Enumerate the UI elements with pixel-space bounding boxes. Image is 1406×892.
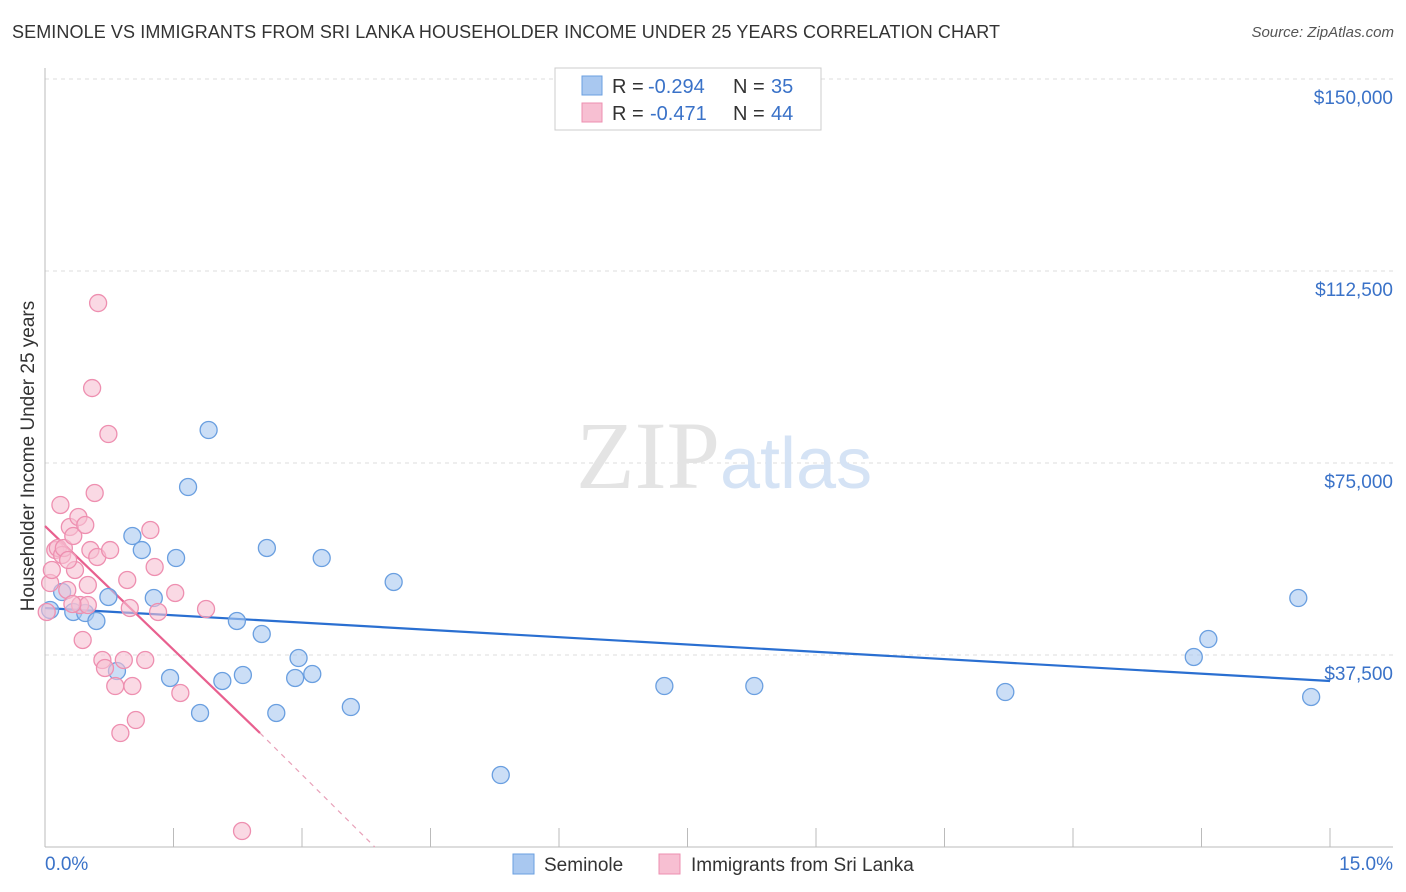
- sri-lanka-point: [141, 520, 160, 540]
- sri-lanka-point: [63, 594, 82, 614]
- chart-title: SEMINOLE VS IMMIGRANTS FROM SRI LANKA HO…: [12, 22, 1001, 42]
- sri-lanka-point: [106, 676, 125, 696]
- seminole-point: [178, 477, 198, 497]
- y-axis-label: Householder Income Under 25 years: [18, 301, 39, 612]
- seminole-point: [289, 648, 308, 668]
- seminole-point: [996, 682, 1015, 702]
- sri-lanka-point: [232, 821, 252, 841]
- sri-lanka-point: [64, 526, 83, 546]
- gridlines: [45, 78, 1393, 656]
- sri-lanka-point: [136, 650, 155, 670]
- seminole-point: [491, 765, 510, 785]
- seminole-point: [227, 611, 247, 631]
- sri-lanka-point: [100, 540, 120, 560]
- watermark-atlas: atlas: [720, 424, 872, 504]
- sri-lanka-point: [120, 598, 139, 618]
- sri-lanka-point: [148, 602, 168, 622]
- seminole-point: [257, 538, 277, 558]
- y-tick-label: $75,000: [1324, 472, 1393, 493]
- seminole-point: [303, 664, 322, 684]
- sri-lanka-point: [145, 557, 164, 577]
- legend-r-label: R =: [612, 76, 644, 98]
- x-tick-label-max: 15.0%: [1339, 854, 1393, 875]
- legend-r-value: -0.294: [648, 76, 705, 98]
- bottom-legend-swatch-seminole: [512, 853, 535, 875]
- seminole-point: [384, 572, 403, 592]
- seminole-point: [132, 540, 151, 560]
- watermark-zip: ZIP: [576, 402, 720, 509]
- trend-lines: [44, 525, 1331, 848]
- sri-lanka-point: [85, 483, 104, 503]
- seminole-point: [745, 676, 764, 696]
- legend-r-value: -0.471: [650, 103, 707, 125]
- seminole-point: [123, 526, 142, 546]
- sri-lanka-point: [58, 550, 78, 570]
- seminole-point: [1199, 629, 1218, 649]
- sri-lanka-point: [111, 723, 130, 743]
- bottom-legend: Seminole Immigrants from Sri Lanka: [512, 853, 914, 876]
- seminole-point: [1289, 588, 1308, 608]
- seminole-point: [1302, 687, 1321, 707]
- points: [37, 293, 1321, 841]
- axes: [44, 68, 1393, 848]
- sri-lanka-point: [78, 575, 97, 595]
- y-tick-label: $150,000: [1314, 88, 1393, 109]
- seminole-trend-line: [44, 606, 1331, 683]
- legend-n-value: 35: [771, 76, 793, 98]
- sri-lanka-point: [37, 602, 56, 622]
- seminole-point: [252, 624, 271, 644]
- sri-lanka-point: [126, 710, 145, 730]
- seminole-point: [233, 665, 253, 685]
- sri-lanka-point: [99, 424, 118, 444]
- sri-lanka-point: [123, 676, 142, 696]
- legend-swatch-seminole: [581, 75, 603, 96]
- bottom-legend-seminole: Seminole: [544, 855, 623, 876]
- x-tick-label-min: 0.0%: [45, 854, 88, 875]
- sri-lanka-point: [73, 630, 92, 650]
- seminole-point: [87, 611, 106, 631]
- seminole-point: [1184, 647, 1203, 667]
- seminole-point: [285, 668, 305, 688]
- seminole-point: [199, 420, 218, 440]
- sri-lanka-point: [78, 595, 97, 615]
- legend-swatch-sri-lanka: [581, 102, 603, 123]
- seminole-point: [190, 703, 210, 723]
- seminole-point: [267, 703, 286, 723]
- legend-n-value: 44: [771, 103, 793, 125]
- sri-lanka-trend-line: [44, 525, 261, 734]
- legend-r-label: R =: [612, 103, 644, 125]
- sri-lanka-point: [171, 683, 190, 703]
- sri-lanka-point: [118, 570, 137, 590]
- sri-lanka-point: [42, 560, 62, 580]
- sri-lanka-point: [88, 293, 108, 313]
- seminole-point: [341, 697, 360, 717]
- legend-n-label: N =: [733, 76, 765, 98]
- sri-lanka-point: [166, 583, 185, 603]
- seminole-point: [99, 587, 118, 607]
- y-tick-label: $112,500: [1315, 280, 1393, 301]
- sri-lanka-point: [51, 495, 70, 515]
- sri-lanka-point: [82, 378, 102, 398]
- legend: R = -0.294 N = 35 R = -0.471 N = 44: [554, 67, 822, 131]
- sri-lanka-point: [76, 515, 95, 535]
- seminole-point: [213, 671, 232, 691]
- seminole-point: [160, 668, 180, 688]
- sri-lanka-point: [114, 650, 133, 670]
- sri-lanka-point: [95, 658, 115, 678]
- y-tick-label: $37,500: [1324, 664, 1393, 685]
- seminole-point: [166, 548, 186, 568]
- bottom-legend-sri-lanka: Immigrants from Sri Lanka: [691, 855, 914, 876]
- sri-lanka-trend-extension: [259, 732, 376, 848]
- bottom-legend-swatch-sri-lanka: [658, 853, 681, 875]
- seminole-point: [312, 548, 331, 568]
- legend-n-label: N =: [733, 103, 765, 125]
- seminole-point: [655, 676, 674, 696]
- sri-lanka-point: [196, 599, 216, 619]
- chart-source: Source: ZipAtlas.com: [1251, 24, 1394, 41]
